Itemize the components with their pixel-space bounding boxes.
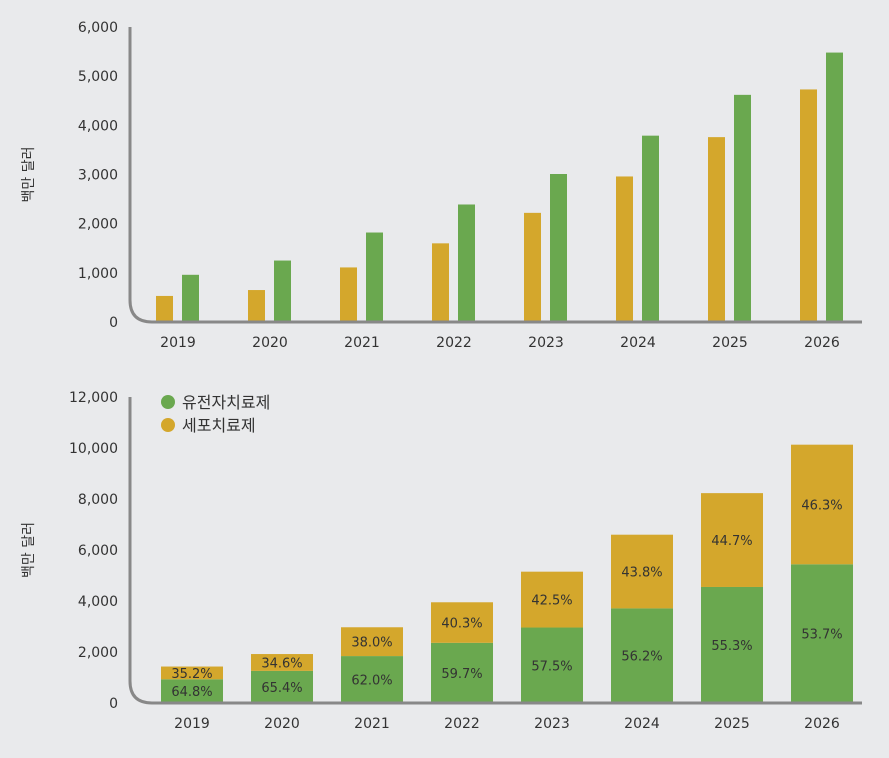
axis-line — [128, 27, 862, 324]
y-tick-label: 2,000 — [78, 645, 118, 661]
y-tick-label: 0 — [109, 696, 118, 712]
bar-gene-therapy — [642, 135, 659, 321]
stack-gene-therapy — [161, 679, 223, 702]
segment-percent-label: 55.3% — [711, 639, 752, 654]
stack-gene-therapy — [611, 608, 673, 702]
segment-percent-label: 43.8% — [621, 566, 662, 581]
stack-cell-therapy — [251, 654, 313, 671]
bar-cell-therapy — [524, 212, 541, 321]
y-tick-label: 5,000 — [78, 69, 118, 85]
y-tick-label: 4,000 — [78, 118, 118, 134]
bar-cell-therapy — [708, 137, 725, 321]
bar-gene-therapy — [734, 94, 751, 321]
y-tick-label: 12,000 — [69, 390, 118, 406]
x-tick-label: 2020 — [252, 335, 288, 351]
segment-percent-label: 35.2% — [171, 667, 212, 682]
stack-gene-therapy — [521, 627, 583, 702]
segment-percent-label: 40.3% — [441, 617, 482, 632]
stack-gene-therapy — [701, 586, 763, 702]
x-tick-label: 2024 — [624, 716, 660, 732]
y-tick-label: 6,000 — [78, 543, 118, 559]
x-tick-label: 2019 — [160, 335, 196, 351]
legend-swatch-gene — [161, 395, 175, 409]
stack-cell-therapy — [161, 666, 223, 680]
segment-percent-label: 46.3% — [801, 498, 842, 513]
segment-percent-label: 56.2% — [621, 650, 662, 665]
x-tick-label: 2025 — [712, 335, 748, 351]
bar-cell-therapy — [248, 290, 265, 321]
segment-percent-label: 42.5% — [531, 594, 572, 609]
x-tick-label: 2026 — [804, 335, 840, 351]
stack-gene-therapy — [431, 642, 493, 702]
x-tick-label: 2021 — [344, 335, 380, 351]
y-axis-label: 백만 달러 — [21, 522, 37, 578]
y-tick-label: 4,000 — [78, 594, 118, 610]
x-tick-label: 2019 — [174, 716, 210, 732]
segment-percent-label: 62.0% — [351, 674, 392, 689]
stack-cell-therapy — [521, 571, 583, 628]
x-tick-label: 2025 — [714, 716, 750, 732]
top-bar-chart: 0 1,000 2,000 3,000 4,000 5,000 6,000 백만 달러 2019… — [21, 20, 862, 351]
bar-gene-therapy — [274, 260, 291, 321]
x-tick-label: 2023 — [534, 716, 570, 732]
stack-cell-therapy — [431, 602, 493, 643]
stack-cell-therapy — [611, 534, 673, 609]
x-tick-label: 2023 — [528, 335, 564, 351]
bar-cell-therapy — [340, 267, 357, 321]
segment-percent-label: 65.4% — [261, 681, 302, 696]
stack-gene-therapy — [791, 564, 853, 702]
bar-gene-therapy — [366, 232, 383, 321]
y-tick-label: 1,000 — [78, 266, 118, 282]
segment-percent-label: 59.7% — [441, 667, 482, 682]
stack-cell-therapy — [701, 493, 763, 587]
segment-percent-label: 57.5% — [531, 659, 572, 674]
bar-gene-therapy — [550, 174, 567, 321]
axis-line — [128, 397, 862, 705]
legend-swatch-cell — [161, 418, 175, 432]
y-tick-label: 8,000 — [78, 492, 118, 508]
segment-percent-label: 44.7% — [711, 534, 752, 549]
y-axis-label: 백만 달러 — [21, 147, 37, 203]
x-tick-label: 2022 — [436, 335, 472, 351]
bar-gene-therapy — [458, 204, 475, 321]
stack-gene-therapy — [341, 656, 403, 702]
segment-percent-label: 38.0% — [351, 636, 392, 651]
y-tick-label: 0 — [109, 315, 118, 331]
x-tick-label: 2021 — [354, 716, 390, 732]
y-tick-label: 6,000 — [78, 20, 118, 36]
stack-cell-therapy — [791, 444, 853, 565]
bar-cell-therapy — [616, 176, 633, 321]
x-tick-label: 2026 — [804, 716, 840, 732]
legend-label: 세포치료제 — [182, 416, 256, 435]
segment-percent-label: 34.6% — [261, 656, 302, 671]
segment-percent-label: 53.7% — [801, 628, 842, 643]
bar-cell-therapy — [156, 295, 173, 321]
x-tick-label: 2022 — [444, 716, 480, 732]
x-tick-label: 2024 — [620, 335, 656, 351]
y-tick-label: 10,000 — [69, 441, 118, 457]
bar-cell-therapy — [432, 243, 449, 321]
bar-cell-therapy — [800, 89, 817, 321]
segment-percent-label: 64.8% — [171, 685, 212, 700]
y-tick-label: 2,000 — [78, 217, 118, 233]
legend-label: 유전자치료제 — [182, 393, 270, 412]
stack-gene-therapy — [251, 670, 313, 702]
x-tick-label: 2020 — [264, 716, 300, 732]
bottom-stacked-bar-chart: 0 2,000 4,000 6,000 8,000 10,000 12,000 백만 달러 64… — [21, 390, 862, 732]
stack-cell-therapy — [341, 627, 403, 657]
y-tick-label: 3,000 — [78, 168, 118, 184]
bar-gene-therapy — [182, 274, 199, 321]
bar-gene-therapy — [826, 52, 843, 321]
